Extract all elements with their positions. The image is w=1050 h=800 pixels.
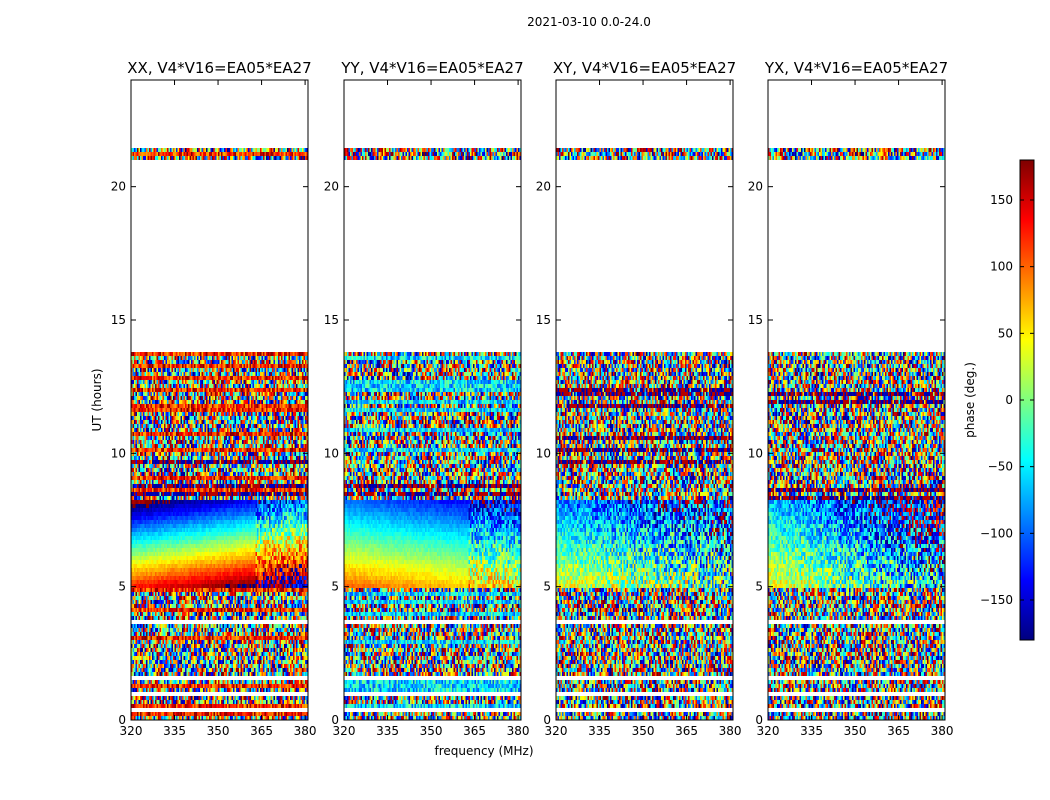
panel-frame (130, 79, 309, 721)
y-tick-label: 5 (755, 580, 763, 594)
y-tick-label: 20 (111, 180, 126, 194)
y-tick-label: 15 (111, 313, 126, 327)
x-tick-label: 365 (887, 724, 910, 738)
x-tick-label: 380 (719, 724, 742, 738)
y-tick-label: 15 (536, 313, 551, 327)
x-tick-label: 350 (420, 724, 443, 738)
y-tick-label: 5 (331, 580, 339, 594)
colorbar-tick-label: 100 (990, 260, 1013, 274)
panel-title: XY, V4*V16=EA05*EA27 (553, 59, 736, 77)
y-tick-label: 15 (748, 313, 763, 327)
phase-heatmap (344, 80, 521, 720)
panel-xx: XX, V4*V16=EA05*EA27 320 335 350 365 380 0 5 10 1… (111, 59, 317, 738)
y-tick-label: 0 (543, 713, 551, 727)
panel-xy: XY, V4*V16=EA05*EA27 320 335 350 365 380 0 5 10 1… (536, 59, 742, 738)
x-tick-label: 380 (294, 724, 317, 738)
panel-title: YX, V4*V16=EA05*EA27 (764, 59, 948, 77)
y-tick-label: 5 (118, 580, 126, 594)
x-tick-label: 350 (207, 724, 230, 738)
colorbar-tick-label: −100 (980, 526, 1013, 540)
panel-frame (767, 79, 946, 721)
y-tick-label: 0 (118, 713, 126, 727)
phase-heatmap (131, 80, 308, 720)
y-tick-label: 10 (748, 446, 763, 460)
x-tick-label: 350 (844, 724, 867, 738)
x-tick-label: 320 (120, 724, 143, 738)
y-tick-label: 10 (536, 446, 551, 460)
colorbar-tick-label: 50 (998, 326, 1013, 340)
x-tick-label: 335 (163, 724, 186, 738)
panel-yx: YX, V4*V16=EA05*EA27 320 335 350 365 380 0 5 10 1… (748, 59, 954, 738)
phase-heatmap (768, 80, 945, 720)
figure-title: 2021-03-10 0.0-24.0 (527, 15, 651, 29)
y-tick-label: 20 (748, 180, 763, 194)
colorbar-tick-label: −50 (988, 460, 1013, 474)
x-tick-label: 365 (675, 724, 698, 738)
x-tick-label: 365 (463, 724, 486, 738)
y-tick-label: 20 (536, 180, 551, 194)
x-tick-label: 320 (333, 724, 356, 738)
x-tick-label: 335 (376, 724, 399, 738)
panel-title: XX, V4*V16=EA05*EA27 (127, 59, 311, 77)
panel-frame (343, 79, 522, 721)
x-tick-label: 320 (757, 724, 780, 738)
y-axis-label: UT (hours) (90, 368, 104, 431)
colorbar-tick-label: 150 (990, 193, 1013, 207)
y-tick-label: 5 (543, 580, 551, 594)
panel-title: YY, V4*V16=EA05*EA27 (340, 59, 523, 77)
y-tick-label: 10 (111, 446, 126, 460)
y-tick-label: 10 (324, 446, 339, 460)
y-tick-label: 0 (755, 713, 763, 727)
x-tick-label: 380 (507, 724, 530, 738)
x-tick-label: 335 (588, 724, 611, 738)
x-tick-label: 350 (632, 724, 655, 738)
y-tick-label: 15 (324, 313, 339, 327)
colorbar-label: phase (deg.) (963, 362, 977, 438)
colorbar: 150 100 50 0 −50 −100 −150 (980, 159, 1035, 641)
panel-frame (555, 79, 734, 721)
x-tick-label: 380 (931, 724, 954, 738)
phase-heatmap (556, 80, 733, 720)
x-tick-label: 335 (800, 724, 823, 738)
colorbar-tick-label: −150 (980, 593, 1013, 607)
x-tick-label: 320 (545, 724, 568, 738)
panel-yy: YY, V4*V16=EA05*EA27 320 335 350 365 380 0 5 10 1… (324, 59, 530, 738)
x-tick-label: 365 (250, 724, 273, 738)
colorbar-tick-label: 0 (1005, 393, 1013, 407)
x-axis-label: frequency (MHz) (434, 744, 533, 758)
y-tick-label: 20 (324, 180, 339, 194)
y-tick-label: 0 (331, 713, 339, 727)
